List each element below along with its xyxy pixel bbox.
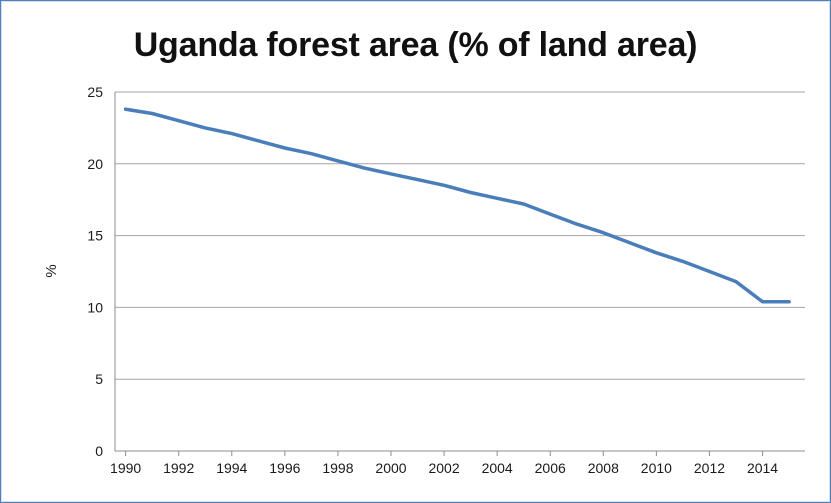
x-tick-label: 2002	[428, 460, 459, 476]
x-tick-label: 2010	[641, 460, 672, 476]
y-tick-label: 25	[87, 84, 103, 100]
x-tick-label: 2000	[375, 460, 406, 476]
x-tick-label: 1996	[269, 460, 300, 476]
y-tick-label: 10	[87, 299, 103, 315]
y-tick-label: 0	[95, 443, 103, 459]
x-tick-label: 2012	[694, 460, 725, 476]
x-tick-label: 2006	[535, 460, 566, 476]
x-tick-label: 2008	[588, 460, 619, 476]
x-tick-label: 1990	[110, 460, 141, 476]
axes	[114, 92, 805, 456]
y-tick-label: 20	[87, 156, 103, 172]
y-tick-label: 5	[95, 371, 103, 387]
series-layer	[123, 107, 791, 304]
chart-title: Uganda forest area (% of land area)	[133, 26, 698, 64]
tick-labels: 0 5 10 15 20 25 1990 1992 1994 1996 1998 2000 2002 20…	[87, 84, 778, 476]
gridlines	[115, 91, 805, 452]
x-tick-label: 2004	[482, 460, 513, 476]
x-tick-label: 1998	[322, 460, 353, 476]
y-axis-label: %	[43, 264, 60, 277]
y-tick-label: 15	[87, 228, 103, 244]
x-tick-label: 2014	[747, 460, 778, 476]
x-tick-label: 1994	[216, 460, 247, 476]
series-line	[123, 107, 791, 304]
x-tick-label: 1992	[163, 460, 194, 476]
